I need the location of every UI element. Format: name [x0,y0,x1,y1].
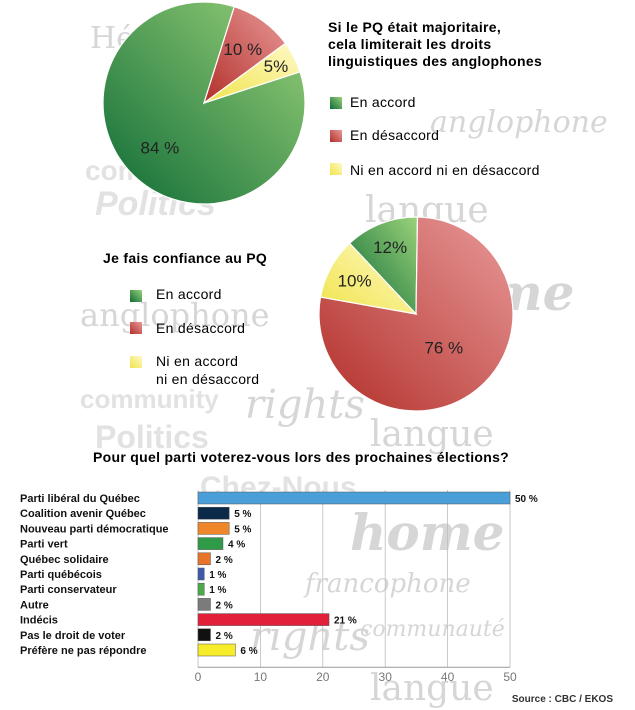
bar-value-label: 5 % [234,509,251,520]
legend-swatch-green [130,290,142,302]
bar-value-label: 50 % [515,494,538,505]
x-tick-label: 50 [503,670,517,684]
bar-category-label: Nouveau parti démocratique [20,523,169,535]
bar [197,567,205,581]
bar [197,628,211,642]
pie-slice-value: 10 % [223,40,262,59]
x-tick-label: 20 [316,670,330,684]
bar-chart-vote-intention: 0 10 20 30 40 50 Parti libéral du Québec 50 % Co… [20,490,538,684]
pie-slice [348,216,419,316]
pie-slice [203,42,301,104]
bar-value-label: 2 % [216,600,233,611]
legend-swatch-yellow [130,356,142,368]
watermark-word: langue [370,668,494,709]
x-tick-label: 0 [195,670,202,684]
bar [197,643,236,657]
legend-label: ni en désaccord [156,371,259,387]
bar-value-label: 6 % [240,646,257,657]
pie2-title: Je fais confiance au PQ [103,250,267,266]
legend-label: En accord [350,94,416,110]
pie1-title-line: linguistiques des anglophones [328,53,542,69]
watermark-word: francophone [303,569,471,599]
bar-category-label: Autre [20,599,49,611]
bar-value-label: 4 % [228,540,245,551]
bar-value-label: 21 % [334,616,357,627]
bar-category-label: Coalition avenir Québec [20,508,146,520]
bar-category-label: Pas le droit de voter [20,630,126,642]
legend-swatch-green [330,97,342,109]
pie-slice [319,242,418,315]
bar-value-label: 1 % [209,570,226,581]
pie2-legend: En accord En désaccord Ni en accord ni e… [130,286,259,387]
watermark-word: anglophone [80,296,270,334]
bar [197,491,511,505]
pie1-title: Si le PQ était majoritaire, cela limiter… [328,19,542,69]
pie1-title-line: cela limiterait les droits [328,36,491,52]
watermark-word: rights [245,382,365,428]
bar-value-label: 2 % [216,631,233,642]
bar-chart-title: Pour quel parti voterez-vous lors des pr… [93,449,509,465]
pie-slice-value: 12% [373,238,407,257]
bar-category-label: Parti vert [20,539,68,551]
x-tick-label: 40 [441,670,455,684]
pie1-title-line: Si le PQ était majoritaire, [328,19,501,35]
pie-slice-value: 84 % [141,139,180,158]
watermark-word: communauté [360,617,505,642]
watermark-word: anglophone [430,105,608,140]
bar-category-label: Préfère ne pas répondre [20,645,147,657]
bar [197,537,224,550]
bar-value-label: 2 % [216,555,233,566]
legend-swatch-yellow [330,163,342,175]
x-tick-label: 30 [379,670,393,684]
legend-swatch-red [130,322,142,334]
pie-chart-trust-pq: 12% 76 % 10% [318,216,514,412]
pie-slice-value: 10% [338,272,372,291]
pie-slice-value: 5% [264,57,289,76]
bar-category-label: Parti québécois [20,569,102,581]
bar [197,582,205,596]
watermark-word: langue [370,414,494,455]
legend-label: Ni en accord ni en désaccord [350,162,540,178]
watermark-word: home [350,503,504,562]
bar [197,613,330,626]
legend-label: Ni en accord [156,353,238,369]
bar-category-label: Indécis [20,615,58,627]
bar-category-label: Parti libéral du Québec [20,493,140,505]
bar [197,522,230,535]
bar [197,598,211,611]
bar [197,552,211,566]
bar [197,506,230,520]
bar-value-label: 1 % [209,585,226,596]
pie-slice-value: 76 % [424,339,463,358]
bar-category-label: Parti conservateur [20,584,117,596]
pie-chart-linguistic-rights: 84 % 10 %5% [102,1,306,205]
watermark-word: Politics [95,419,209,455]
bar-category-label: Québec solidaire [20,554,109,566]
legend-label: En accord [156,286,222,302]
legend-label: En désaccord [350,127,439,143]
source-note: Source : CBC / EKOS [512,694,613,705]
x-tick-label: 10 [254,670,268,684]
legend-swatch-red [330,130,342,142]
legend-label: En désaccord [156,320,245,336]
watermark-word: community [80,384,219,414]
pie1-legend: En accord En désaccord Ni en accord ni e… [330,94,540,178]
bar-value-label: 5 % [234,524,251,535]
